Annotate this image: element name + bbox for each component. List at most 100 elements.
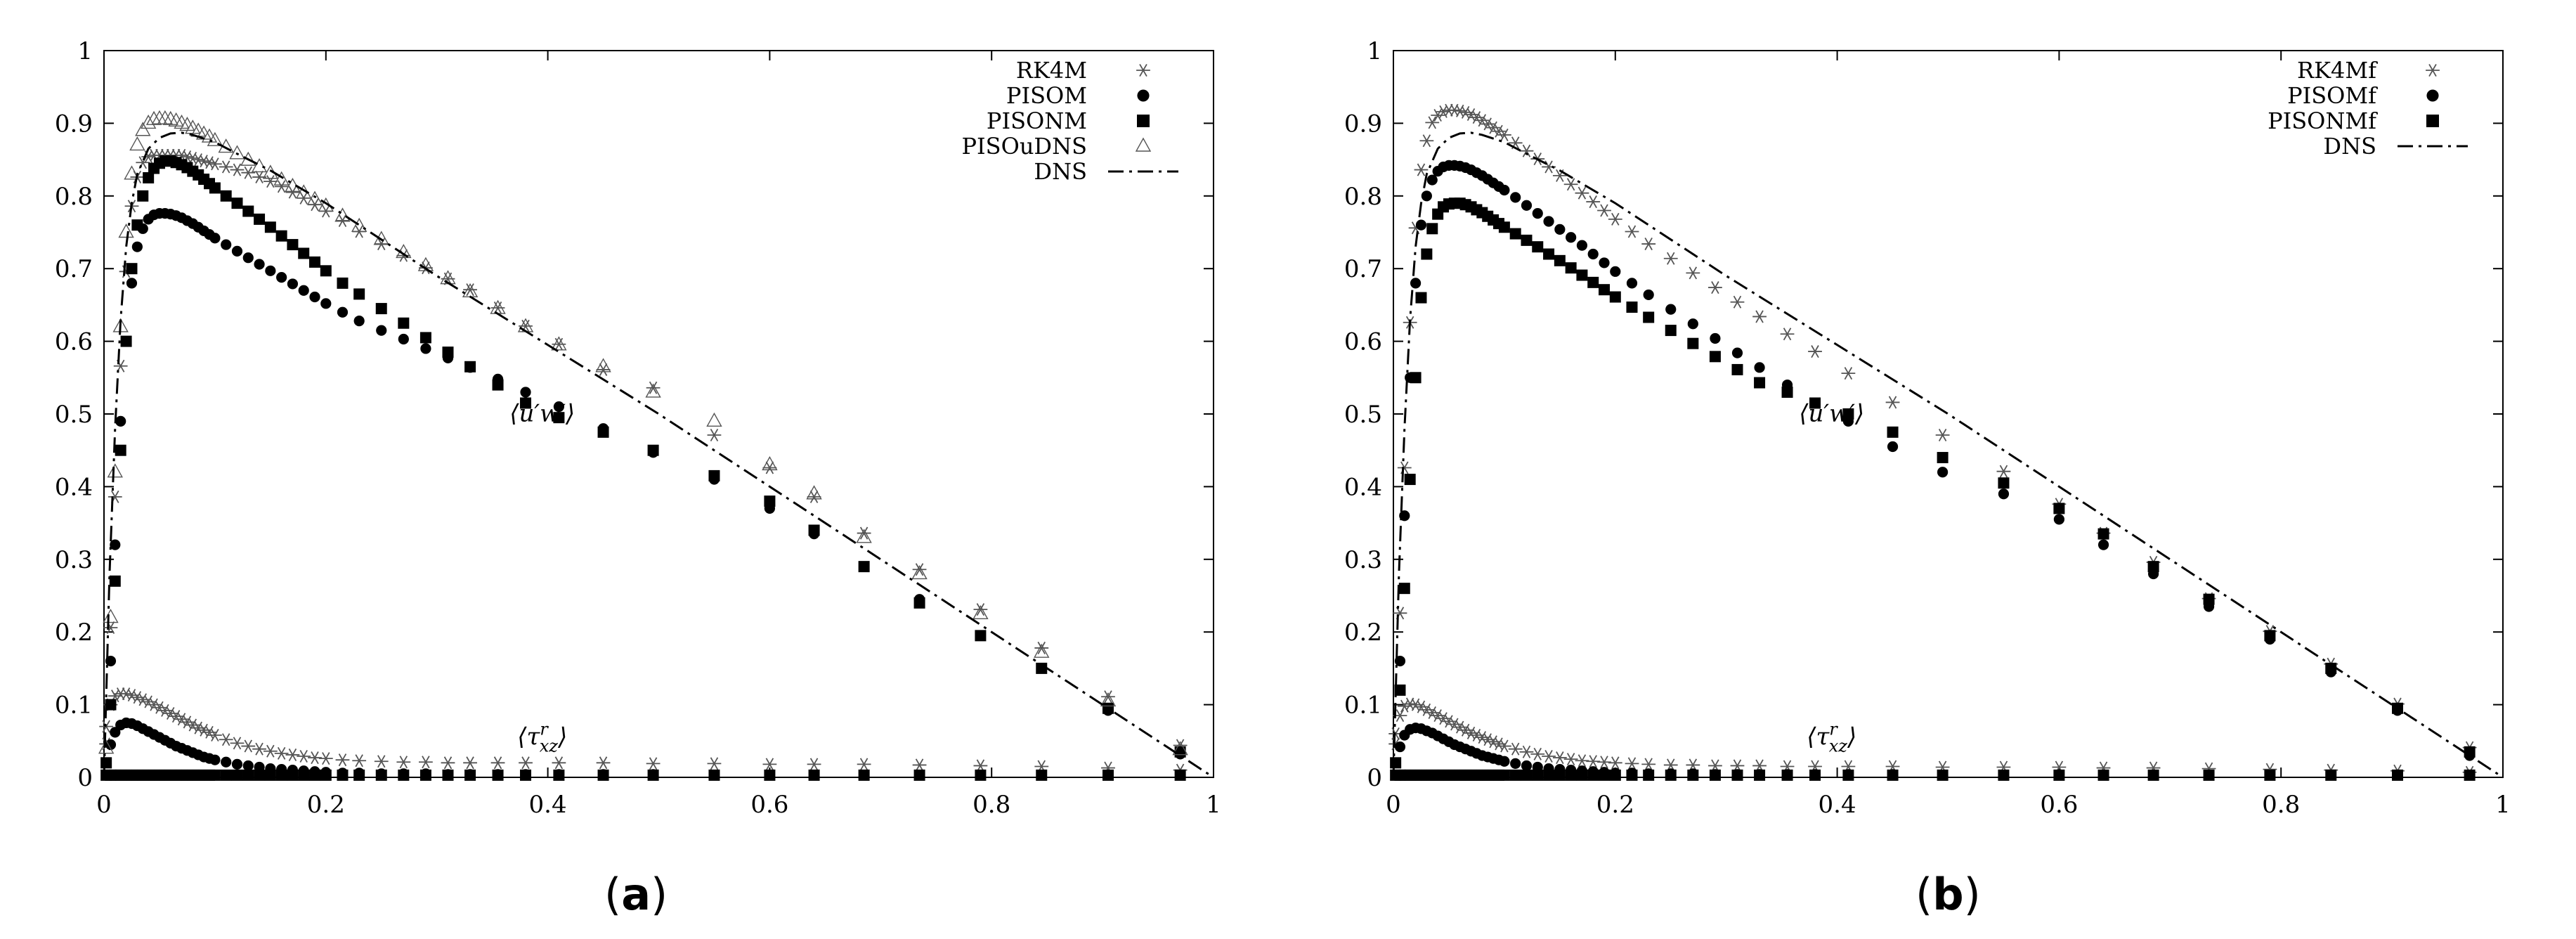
marker-uw [1393, 607, 1407, 620]
marker-uw [553, 412, 565, 424]
marker-uw [2464, 746, 2476, 758]
marker-uw [135, 122, 151, 136]
marker-tau [202, 725, 216, 739]
marker-tau [180, 715, 195, 729]
marker-uw [1521, 200, 1533, 211]
x-tick-label: 0.6 [2040, 791, 2078, 819]
marker-uw [376, 325, 387, 336]
marker-uw [1754, 362, 1765, 373]
marker-tau [1552, 751, 1567, 765]
marker-uw [1610, 266, 1621, 277]
marker-uw [1576, 240, 1588, 251]
panel-b-caption: (b) [1915, 869, 1981, 920]
marker-tau [647, 769, 659, 781]
marker-uw [1841, 367, 1856, 380]
marker-uw [145, 110, 162, 125]
marker-tau [1887, 769, 1899, 781]
legend-label: PISOMf [2287, 82, 2378, 109]
marker-tau [1530, 747, 1545, 760]
marker-uw [1034, 643, 1050, 658]
marker-uw [2097, 528, 2109, 540]
marker-tau [464, 769, 476, 781]
y-tick-label: 0 [1367, 764, 1382, 792]
marker-uw [1608, 212, 1622, 226]
marker-uw [107, 463, 123, 478]
marker-tau [375, 769, 387, 781]
marker-uw [1887, 441, 1899, 453]
marker-uw [1421, 248, 1433, 260]
marker-tau [1565, 769, 1577, 781]
marker-tau [353, 769, 365, 781]
marker-uw [221, 239, 232, 250]
marker-tau [419, 769, 431, 781]
marker-uw [858, 561, 870, 573]
legend-label: PISOuDNS [961, 133, 1087, 160]
marker-uw [208, 157, 222, 171]
marker-tau [308, 751, 322, 765]
marker-tau [1587, 769, 1599, 781]
marker-tau [463, 756, 477, 770]
marker-uw [115, 415, 126, 427]
marker-tau [1809, 769, 1821, 781]
marker-tau [442, 769, 454, 781]
marker-uw [219, 160, 233, 174]
marker-uw [207, 131, 223, 146]
marker-uw [1587, 276, 1599, 288]
marker-tau [105, 739, 117, 751]
marker-tau [1521, 760, 1533, 772]
panel-b: 0 0.1 0.2 0.3 0.4 0.5 0.6 0.7 0.8 0.9 1 0 0.2 0.4 0.6 0… [1288, 0, 2576, 939]
marker-uw [98, 739, 115, 754]
marker-uw [129, 136, 145, 151]
caption-open-paren: ( [604, 869, 622, 920]
marker-uw [337, 277, 349, 289]
marker-uw [1519, 144, 1534, 157]
marker-uw [1497, 128, 1511, 141]
marker-tau [1626, 769, 1638, 781]
marker-uw [1626, 302, 1638, 313]
marker-uw [706, 412, 722, 427]
marker-uw [263, 175, 278, 188]
marker-uw [209, 233, 221, 244]
marker-uw [1731, 363, 1743, 375]
marker-tau [1497, 739, 1511, 753]
marker-uw [1419, 134, 1434, 148]
marker-tau [242, 769, 254, 781]
legend-label: PISONMf [2268, 108, 2378, 134]
y-tick-label: 0.7 [1344, 255, 1382, 283]
marker-tau [1937, 769, 1949, 781]
marker-tau [1394, 741, 1406, 753]
marker-uw [115, 444, 126, 456]
marker-uw [231, 197, 243, 209]
marker-uw [808, 524, 820, 536]
marker-tau [1643, 769, 1655, 781]
y-tick-label: 0.3 [1344, 546, 1382, 574]
marker-tau [219, 733, 233, 746]
marker-tau [398, 769, 410, 781]
marker-tau [309, 769, 321, 781]
x-tick-label: 0.4 [1819, 791, 1856, 819]
marker-tau [597, 769, 609, 781]
marker-tau [274, 746, 289, 760]
marker-uw [856, 529, 872, 543]
marker-uw [1415, 219, 1427, 231]
marker-uw [708, 469, 720, 481]
marker-uw [972, 604, 989, 620]
marker-uw [807, 490, 821, 503]
y-tick-label: 0.2 [1344, 619, 1382, 647]
marker-tau [520, 769, 532, 781]
marker-uw [520, 387, 531, 398]
marker-uw [162, 110, 178, 125]
marker-uw [1665, 325, 1677, 337]
x-tick-label: 0.2 [307, 791, 345, 819]
y-tick-label: 0.3 [55, 546, 93, 574]
marker-uw [273, 171, 290, 186]
marker-tau [287, 769, 299, 781]
marker-uw [762, 461, 777, 474]
legend-label: RK4M [1016, 57, 1087, 84]
marker-uw [1887, 426, 1899, 438]
marker-uw [1499, 184, 1510, 196]
marker-uw [1731, 347, 1743, 358]
marker-uw [1100, 692, 1117, 707]
y-tick-label: 0.1 [1344, 692, 1382, 720]
